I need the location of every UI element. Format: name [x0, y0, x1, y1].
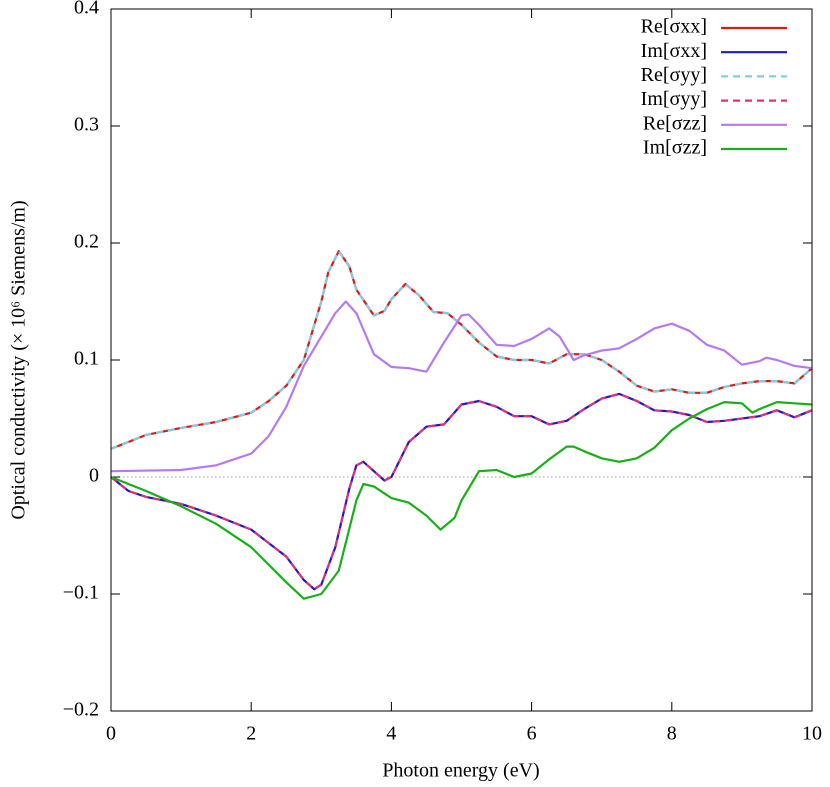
legend-label: Re[σxx] [641, 16, 707, 38]
y-tick-label: 0.1 [74, 348, 99, 370]
legend-label: Im[σxx] [641, 40, 707, 62]
y-tick-label: 0 [89, 465, 99, 487]
y-tick-label: 0.4 [74, 0, 99, 19]
x-tick-label: 8 [667, 723, 677, 745]
y-tick-label: −0.2 [63, 699, 99, 721]
series-line [110, 250, 813, 450]
series-line [110, 300, 813, 473]
legend-label: Im[σzz] [643, 137, 707, 159]
series-line [110, 401, 813, 600]
legend-label: Re[σzz] [643, 112, 707, 134]
x-tick-label: 6 [527, 723, 537, 745]
x-tick-label: 10 [802, 723, 822, 745]
y-tick-label: 0.2 [74, 231, 99, 253]
x-tick-label: 4 [386, 723, 396, 745]
plot-frame [110, 8, 813, 712]
legend-label: Re[σyy] [641, 64, 707, 86]
series-line [110, 392, 813, 591]
series-line [110, 250, 813, 450]
y-tick-label: −0.1 [63, 582, 99, 604]
series-line [110, 392, 813, 591]
y-tick-label: 0.3 [74, 114, 99, 136]
y-axis-title: Optical conductivity (× 10⁶ Siemens/m) [8, 200, 30, 519]
x-tick-label: 2 [246, 723, 256, 745]
legend-label: Im[σyy] [641, 88, 707, 110]
x-tick-label: 0 [106, 723, 116, 745]
x-axis-title: Photon energy (eV) [382, 760, 539, 782]
